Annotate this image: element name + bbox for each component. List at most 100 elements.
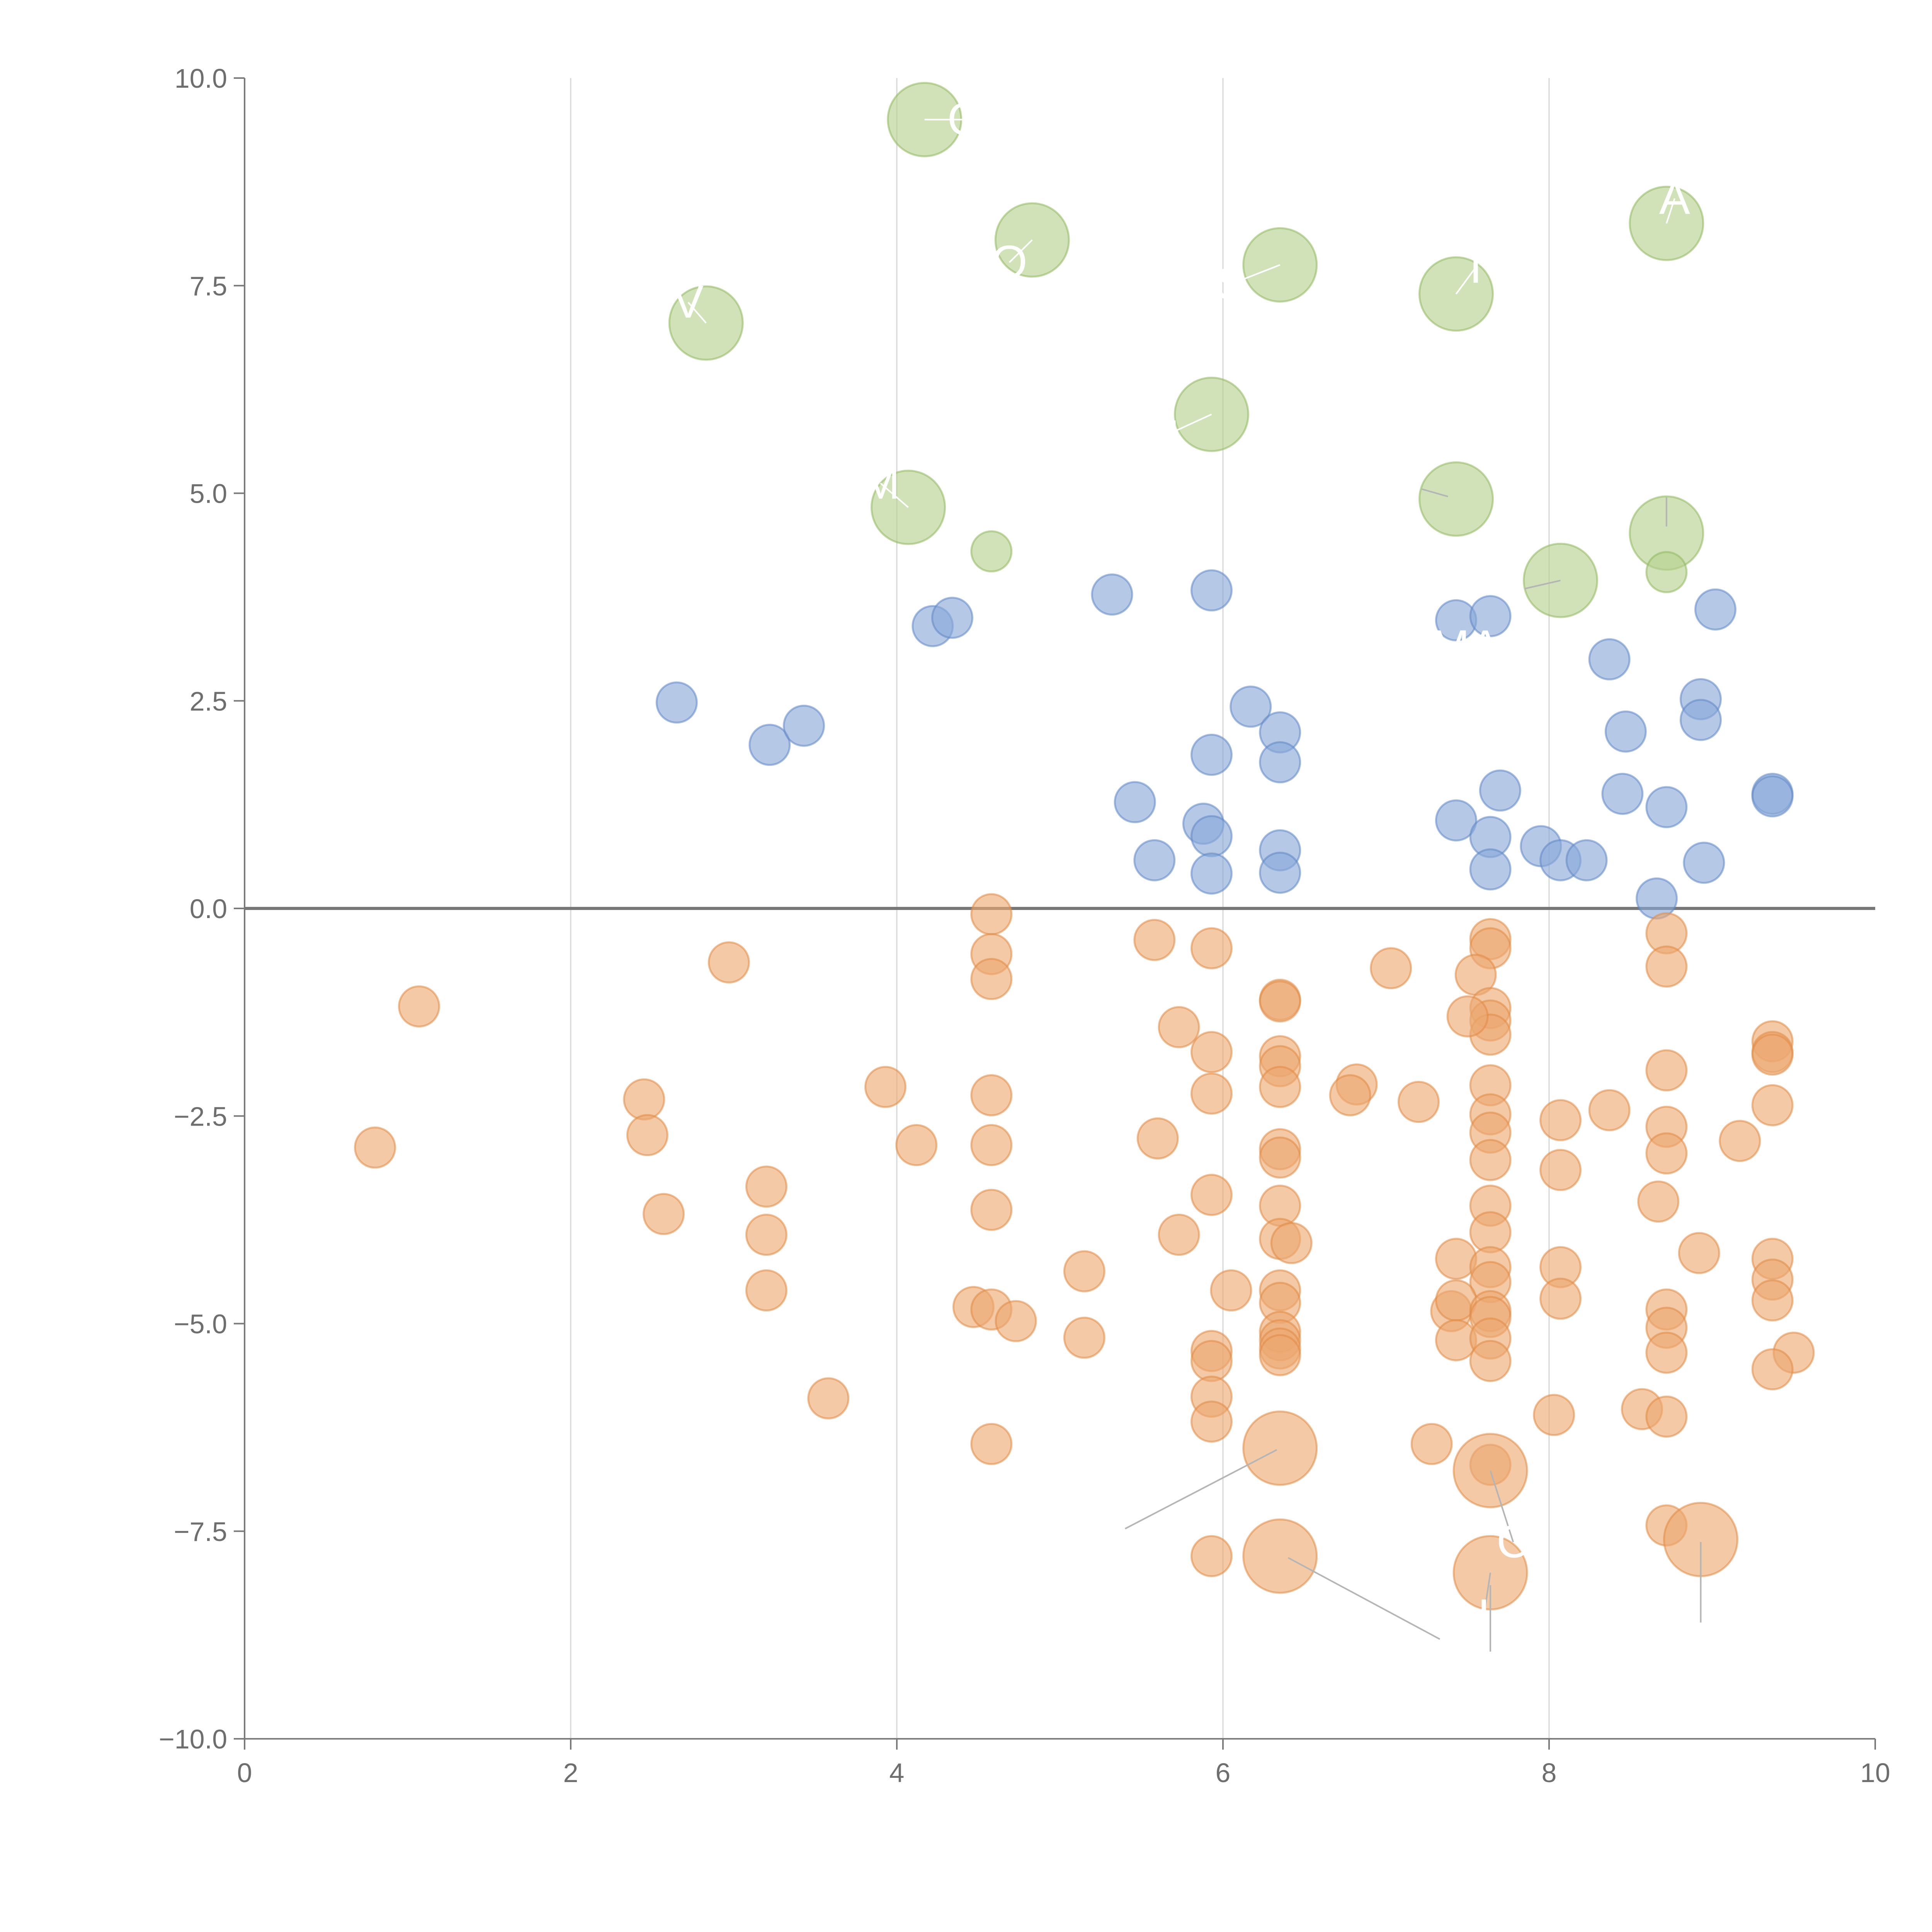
orange-point bbox=[354, 1126, 396, 1169]
orange-point bbox=[1751, 1348, 1794, 1391]
x-tick-label: 8 bbox=[1542, 1758, 1557, 1788]
annotation-leader bbox=[1483, 1572, 1492, 1616]
annotation-label: V bbox=[673, 276, 704, 328]
axes: 0 2 4 6 8 10 10.0 7.5 5.0 2.5 0.0 −2.5 −5.0 −7.5 −10.0 bbox=[159, 63, 1890, 1788]
orange-point bbox=[1259, 1136, 1301, 1179]
annotation-leader bbox=[1455, 267, 1476, 294]
y-tick-label: −7.5 bbox=[174, 1517, 227, 1547]
blue-point bbox=[1190, 815, 1233, 857]
y-tick-label: 10.0 bbox=[175, 63, 227, 94]
annotation-leader bbox=[1162, 413, 1212, 438]
orange-point bbox=[1370, 947, 1412, 990]
blue-point bbox=[1565, 839, 1608, 881]
y-tick-label: 2.5 bbox=[190, 686, 227, 716]
orange-point bbox=[1410, 1423, 1453, 1465]
orange-point bbox=[745, 1165, 787, 1208]
orange-point bbox=[1645, 1132, 1688, 1175]
orange-point bbox=[1539, 1277, 1582, 1320]
blue-point bbox=[1751, 775, 1794, 818]
blue-point bbox=[1435, 799, 1477, 842]
y-tick-label: −5.0 bbox=[174, 1309, 227, 1339]
green-point bbox=[1645, 551, 1688, 594]
data-points bbox=[354, 82, 1815, 1611]
green-point bbox=[1418, 461, 1494, 537]
annotation-leader bbox=[880, 483, 909, 508]
orange-point bbox=[970, 1124, 1013, 1166]
blue-point bbox=[655, 681, 698, 724]
annotation-leader bbox=[1231, 264, 1281, 285]
blue-point bbox=[1091, 573, 1133, 616]
orange-point bbox=[970, 893, 1013, 935]
orange-point bbox=[1190, 1031, 1233, 1073]
orange-point bbox=[1190, 1173, 1233, 1216]
orange-point bbox=[1242, 1410, 1318, 1486]
blue-point bbox=[782, 704, 825, 747]
orange-point bbox=[1259, 1334, 1301, 1376]
annotation-label: S bbox=[1216, 258, 1247, 310]
blue-point bbox=[1588, 638, 1631, 680]
orange-point bbox=[1190, 927, 1233, 969]
leader-line bbox=[1422, 488, 1448, 498]
annotation-label: A bbox=[1659, 172, 1690, 224]
blue-point bbox=[931, 597, 973, 639]
green-point bbox=[970, 530, 1013, 573]
orange-point bbox=[1539, 1149, 1582, 1191]
blue-point bbox=[1259, 852, 1301, 894]
orange-point bbox=[1133, 919, 1176, 961]
annotation-leader bbox=[1665, 198, 1675, 224]
orange-point bbox=[1645, 1049, 1688, 1092]
orange-point bbox=[745, 1269, 787, 1312]
orange-point bbox=[1751, 1279, 1794, 1321]
orange-point bbox=[1158, 1214, 1200, 1256]
blue-point bbox=[1190, 852, 1233, 895]
orange-point bbox=[1645, 1332, 1688, 1374]
orange-point bbox=[970, 958, 1013, 1000]
blue-point bbox=[1636, 877, 1678, 920]
y-tick-label: 7.5 bbox=[190, 271, 227, 301]
leader-lines bbox=[687, 119, 1702, 1652]
orange-point bbox=[1397, 1081, 1440, 1123]
orange-point bbox=[1063, 1316, 1105, 1359]
orange-point bbox=[1637, 1180, 1680, 1223]
blue-point bbox=[1190, 733, 1233, 776]
orange-point bbox=[1645, 1395, 1688, 1438]
blue-point bbox=[1679, 699, 1722, 741]
annotation-label: H bbox=[1146, 410, 1180, 462]
annotation-label: MAG bbox=[1431, 621, 1537, 672]
annotation-label: C bbox=[1497, 1516, 1530, 1568]
blue-point bbox=[1114, 781, 1156, 823]
blue-point bbox=[1645, 786, 1688, 828]
orange-point bbox=[1329, 1074, 1371, 1117]
blue-point bbox=[1190, 569, 1233, 612]
leader-line bbox=[1287, 1557, 1440, 1640]
orange-point bbox=[1210, 1269, 1252, 1312]
orange-point bbox=[970, 1423, 1013, 1465]
leader-line bbox=[1124, 1449, 1277, 1530]
annotation-label: G bbox=[947, 93, 983, 145]
blue-point bbox=[1259, 741, 1301, 784]
x-tick-label: 4 bbox=[889, 1758, 905, 1788]
orange-point bbox=[643, 1193, 685, 1235]
blue-point bbox=[1133, 839, 1176, 881]
orange-point bbox=[623, 1078, 665, 1121]
x-tick-label: 6 bbox=[1216, 1758, 1231, 1788]
orange-point bbox=[1469, 1340, 1512, 1382]
orange-point bbox=[1190, 1072, 1233, 1115]
orange-point bbox=[895, 1124, 938, 1166]
blue-point bbox=[1604, 710, 1647, 753]
orange-point bbox=[1719, 1120, 1761, 1162]
blue-point bbox=[1694, 588, 1736, 631]
orange-point bbox=[1190, 1535, 1233, 1577]
orange-point bbox=[1136, 1117, 1179, 1160]
annotation-leader bbox=[1490, 1470, 1514, 1543]
blue-point bbox=[1479, 769, 1521, 812]
orange-point bbox=[1469, 1139, 1512, 1181]
x-tick-label: 10 bbox=[1860, 1758, 1890, 1788]
y-tick-label: −2.5 bbox=[174, 1101, 227, 1131]
orange-point bbox=[1190, 1340, 1233, 1382]
orange-point bbox=[1242, 1518, 1318, 1594]
orange-point bbox=[807, 1377, 850, 1420]
y-tick-label: 5.0 bbox=[190, 479, 227, 509]
orange-point bbox=[1063, 1250, 1105, 1293]
